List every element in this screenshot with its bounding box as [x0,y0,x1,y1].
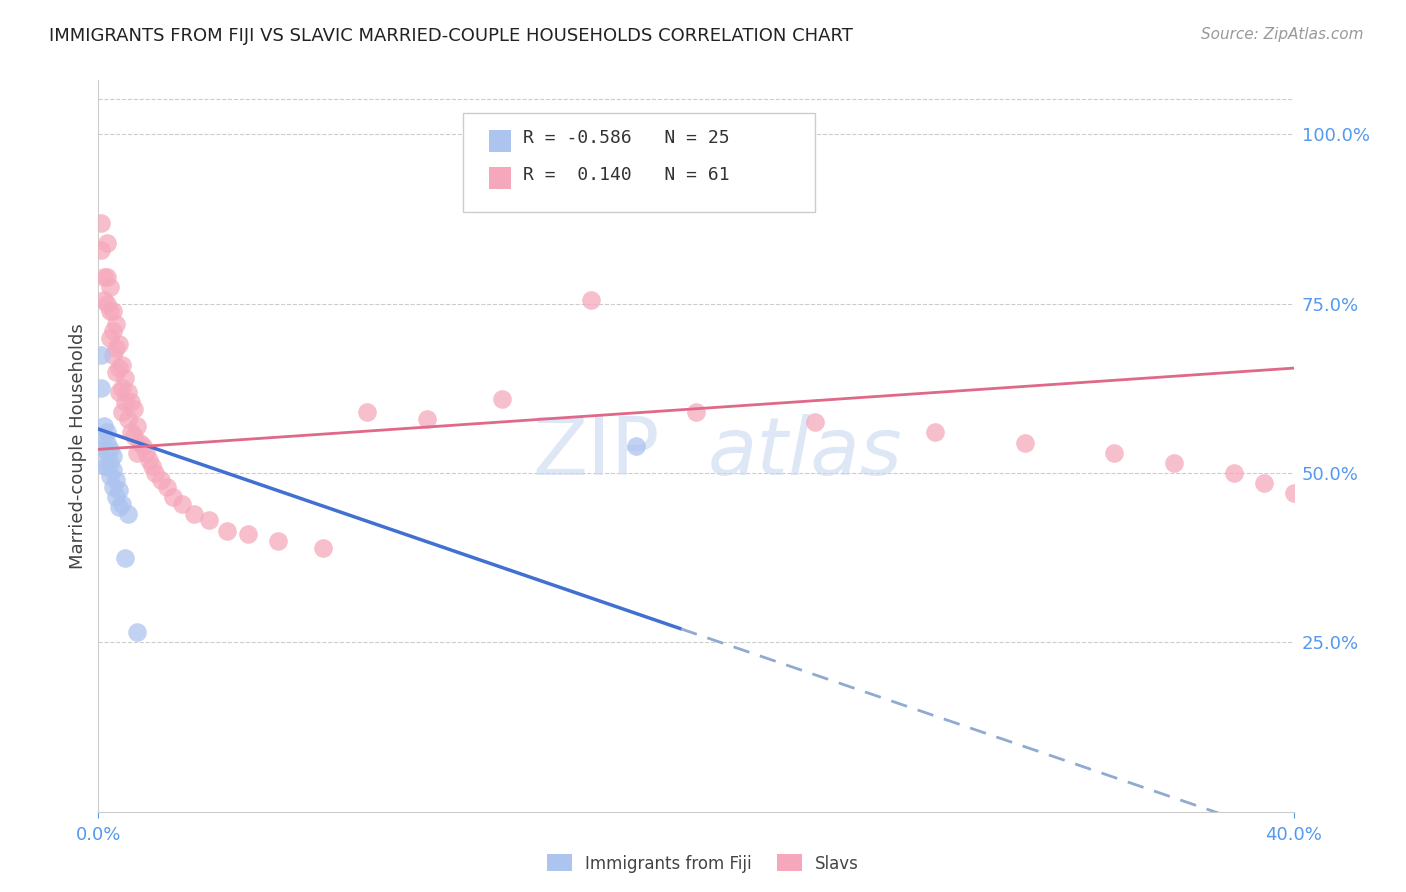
Point [135,446,157,460]
Point [111,405,134,419]
Point [120,395,142,409]
Point [143,466,166,480]
Point [626,439,648,453]
Point [93,269,115,284]
Point [96,435,118,450]
Y-axis label: Married-couple Households: Married-couple Households [69,323,87,569]
Point [127,446,149,460]
Point [105,317,128,331]
Point [103,324,125,338]
Point [93,429,115,443]
Point [108,337,131,351]
Point [1104,446,1126,460]
Point [98,331,122,345]
Point [1282,486,1305,500]
Text: R = -0.586   N = 25: R = -0.586 N = 25 [523,129,730,147]
Point [111,381,134,395]
Point [120,425,142,440]
Text: ZIP: ZIP [533,414,661,492]
Point [132,439,155,453]
Point [127,418,149,433]
Point [98,456,122,470]
Point [90,215,112,229]
Text: atlas: atlas [709,414,903,492]
Point [416,412,439,426]
Point [804,415,827,429]
Point [581,293,603,308]
Point [103,303,125,318]
Point [93,459,115,474]
Legend: Immigrants from Fiji, Slavs: Immigrants from Fiji, Slavs [540,847,866,880]
Point [124,429,146,443]
Point [924,425,946,440]
Point [215,524,238,538]
Point [98,469,122,483]
Point [356,405,378,419]
Point [103,463,125,477]
Text: R =  0.140   N = 61: R = 0.140 N = 61 [523,166,730,184]
Point [114,395,136,409]
FancyBboxPatch shape [463,113,815,212]
Point [150,473,173,487]
Point [90,243,112,257]
Point [183,507,205,521]
Point [117,384,139,399]
Point [103,480,125,494]
Point [98,280,122,294]
Point [138,452,160,467]
Point [93,293,115,308]
Point [108,384,131,399]
Point [1163,456,1185,470]
Point [114,550,136,565]
Point [96,446,118,460]
Point [103,347,125,362]
Point [267,533,290,548]
Point [1253,476,1275,491]
Point [105,341,128,355]
Point [111,358,134,372]
Point [108,361,131,376]
Point [108,500,131,514]
Point [93,442,115,457]
Point [114,371,136,385]
Point [236,527,259,541]
Point [117,507,139,521]
Point [162,490,184,504]
Point [93,418,115,433]
Bar [489,130,510,152]
Point [90,381,112,395]
Point [96,235,118,250]
Text: Source: ZipAtlas.com: Source: ZipAtlas.com [1201,27,1364,42]
Point [103,449,125,463]
Point [96,425,118,440]
Point [311,541,333,555]
Point [96,269,118,284]
Point [141,459,163,474]
Point [108,483,131,497]
Point [685,405,707,419]
Point [127,625,149,640]
Point [1014,435,1036,450]
Point [129,435,152,450]
Point [98,303,122,318]
Bar [489,167,510,188]
Point [491,392,513,406]
Point [105,364,128,378]
Point [1223,466,1246,480]
Point [156,480,179,494]
Point [111,497,134,511]
Point [105,473,128,487]
Point [96,297,118,311]
Point [105,490,128,504]
Point [90,347,112,362]
Text: IMMIGRANTS FROM FIJI VS SLAVIC MARRIED-COUPLE HOUSEHOLDS CORRELATION CHART: IMMIGRANTS FROM FIJI VS SLAVIC MARRIED-C… [49,27,853,45]
Point [96,459,118,474]
Point [198,514,221,528]
Point [117,412,139,426]
Point [98,442,122,457]
Point [124,401,146,416]
Point [172,497,194,511]
